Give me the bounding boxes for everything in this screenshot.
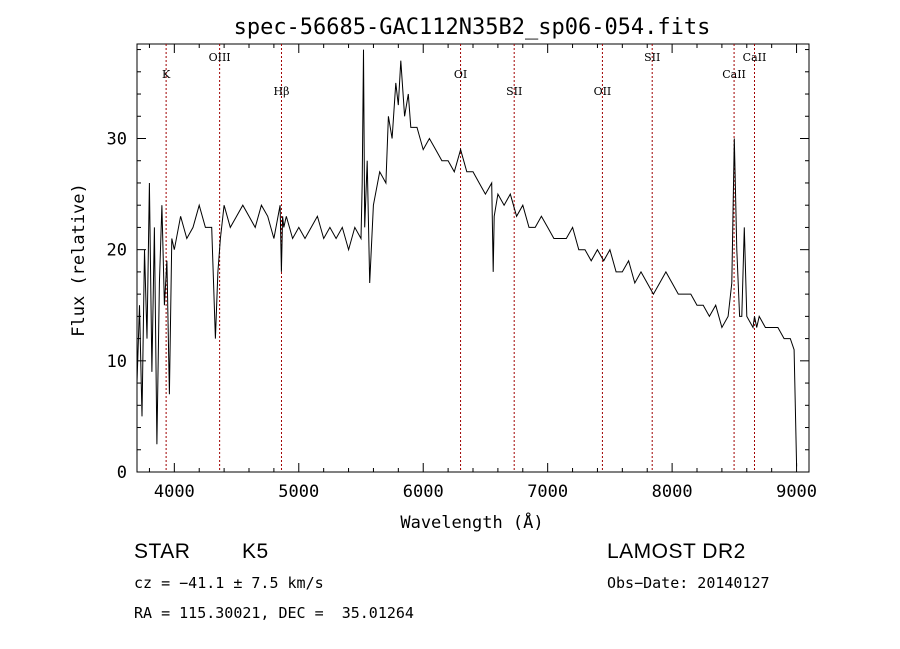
emission-line-label: K [162,68,171,81]
emission-line-label: Hβ [274,85,290,98]
plot-frame [136,43,810,473]
emission-line-label: OII [594,85,612,98]
x-tick-label: 4000 [154,482,195,502]
spectral-subclass: K5 [242,540,269,563]
x-axis-label: Wavelength (Å) [400,511,543,533]
emission-lines: K OIII Hβ OI SII OII SII CaII CaII [162,44,766,472]
x-tick-label: 8000 [652,482,693,502]
y-axis-label: Flux (relative) [69,183,89,337]
emission-line-label: SII [644,51,660,64]
coordinates: RA = 115.30021, DEC = 35.01264 [134,604,414,622]
survey-name: LAMOST DR2 [607,540,746,563]
axis-ticks: 4000 5000 6000 7000 8000 9000 0 10 20 30 [107,44,817,502]
y-tick-label: 30 [107,129,127,149]
spectrum-chart: spec-56685-GAC112N35B2_sp06-054.fits Flu… [69,15,817,533]
emission-line-label: CaII [722,68,746,81]
y-tick-label: 10 [107,352,127,372]
x-tick-label: 6000 [403,482,444,502]
emission-line-label: OIII [209,51,231,64]
emission-line-label: OI [454,68,467,81]
obs-date: Obs−Date: 20140127 [607,574,770,592]
x-tick-label: 9000 [776,482,817,502]
emission-line-label: SII [506,85,522,98]
chart-title: spec-56685-GAC112N35B2_sp06-054.fits [234,15,711,40]
emission-line-label: CaII [743,51,767,64]
x-tick-label: 5000 [278,482,319,502]
y-tick-label: 0 [117,463,127,483]
x-tick-label: 7000 [527,482,568,502]
y-tick-label: 20 [107,241,127,261]
object-type: STAR [134,540,191,563]
velocity-text: cz = −41.1 ± 7.5 km/s [134,574,324,592]
spectrum-line [136,49,798,467]
